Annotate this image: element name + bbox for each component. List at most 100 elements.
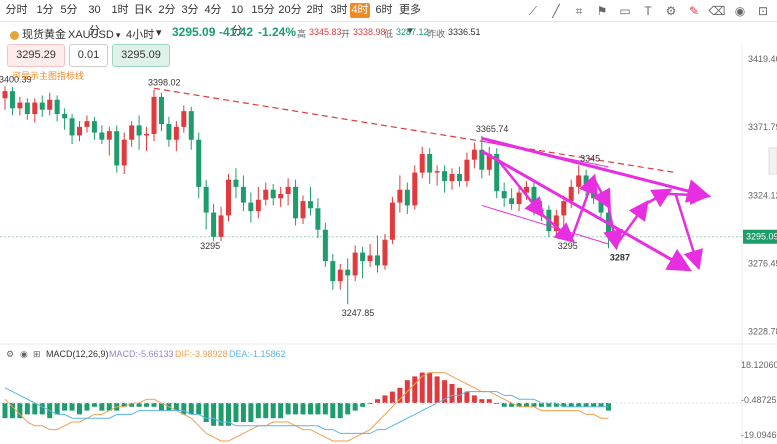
- candle-body[interactable]: [360, 252, 366, 262]
- channel-line[interactable]: [481, 204, 609, 245]
- trend-line-icon[interactable]: ⟋: [528, 3, 538, 18]
- candle-body[interactable]: [62, 114, 68, 119]
- forecast-line[interactable]: [481, 149, 692, 272]
- candle-body[interactable]: [285, 186, 291, 194]
- forecast-arrow[interactable]: [570, 173, 598, 241]
- candle-body[interactable]: [479, 149, 485, 170]
- candle-body[interactable]: [591, 186, 597, 199]
- candle-body[interactable]: [404, 189, 410, 206]
- candle-body[interactable]: [382, 239, 388, 266]
- candle-body[interactable]: [449, 174, 455, 182]
- bid-price-button[interactable]: 3295.29: [7, 44, 65, 67]
- eye-icon[interactable]: ◉: [734, 4, 746, 18]
- delete-icon[interactable]: ⌫: [708, 4, 726, 18]
- candle-body[interactable]: [196, 139, 202, 187]
- candle-body[interactable]: [240, 186, 246, 203]
- expand-icon[interactable]: ⊞: [33, 349, 41, 359]
- candle-body[interactable]: [524, 186, 530, 193]
- candle-body[interactable]: [293, 186, 299, 219]
- candle-body[interactable]: [576, 175, 582, 187]
- candle-body[interactable]: [166, 124, 172, 140]
- candle-body[interactable]: [47, 99, 53, 110]
- candle-body[interactable]: [121, 139, 127, 166]
- measure-icon[interactable]: ⌗: [575, 3, 583, 18]
- resistance-trend-line[interactable]: [153, 87, 676, 174]
- camera-icon[interactable]: ⊡: [757, 4, 769, 18]
- candle-body[interactable]: [442, 171, 448, 182]
- timeframe-12[interactable]: 2时: [306, 4, 324, 16]
- candle-body[interactable]: [173, 126, 179, 140]
- candle-body[interactable]: [2, 91, 8, 99]
- candle-body[interactable]: [315, 208, 321, 230]
- timeframe-8[interactable]: 4分: [204, 4, 222, 16]
- ask-price-button[interactable]: 3295.09: [112, 44, 170, 67]
- candle-body[interactable]: [278, 194, 284, 199]
- candle-body[interactable]: [434, 171, 440, 173]
- candle-body[interactable]: [270, 189, 276, 199]
- candle-body[interactable]: [568, 186, 574, 202]
- candle-body[interactable]: [494, 154, 500, 192]
- forecast-line[interactable]: [481, 136, 712, 203]
- candle-body[interactable]: [263, 189, 269, 200]
- forecast-arrow[interactable]: [603, 205, 624, 251]
- timeframe-0[interactable]: 分时: [5, 4, 28, 16]
- eye-icon[interactable]: ◉: [20, 349, 28, 359]
- candle-body[interactable]: [598, 198, 604, 213]
- candle-body[interactable]: [337, 269, 343, 282]
- candle-body[interactable]: [144, 134, 150, 136]
- forecast-arrow[interactable]: [668, 184, 711, 205]
- timeframe-4[interactable]: 1时: [111, 4, 129, 16]
- candle-body[interactable]: [471, 149, 477, 160]
- candle-body[interactable]: [233, 179, 239, 187]
- candle-body[interactable]: [69, 118, 75, 136]
- forecast-arrow[interactable]: [495, 157, 545, 218]
- timeframe-3[interactable]: 30分: [88, 4, 101, 37]
- candle-body[interactable]: [24, 102, 30, 114]
- settings-icon[interactable]: ⚙: [665, 4, 677, 18]
- candle-body[interactable]: [114, 131, 120, 166]
- candle-body[interactable]: [84, 121, 90, 127]
- candle-body[interactable]: [367, 255, 373, 262]
- candle-body[interactable]: [181, 111, 187, 127]
- candle-body[interactable]: [322, 229, 328, 262]
- candle-body[interactable]: [151, 96, 157, 134]
- timeframe-11[interactable]: 20分: [278, 4, 302, 16]
- timeframe-5[interactable]: 日K: [133, 4, 153, 16]
- candle-body[interactable]: [32, 102, 38, 114]
- candle-body[interactable]: [352, 252, 358, 276]
- candle-body[interactable]: [456, 174, 462, 182]
- candle-body[interactable]: [226, 179, 232, 216]
- timeframe-9[interactable]: 10分: [230, 4, 244, 37]
- candle-body[interactable]: [516, 192, 522, 204]
- side-panel-toggle[interactable]: [768, 147, 777, 175]
- candle-body[interactable]: [427, 154, 433, 173]
- settings-icon[interactable]: ⚙: [6, 349, 14, 359]
- candle-body[interactable]: [17, 102, 23, 109]
- candle-body[interactable]: [501, 191, 507, 199]
- candle-body[interactable]: [255, 199, 261, 212]
- candle-body[interactable]: [464, 159, 470, 182]
- candle-body[interactable]: [419, 154, 425, 173]
- timeframe-10[interactable]: 15分: [251, 4, 275, 16]
- timeframe-14[interactable]: 4时: [350, 3, 370, 18]
- candle-body[interactable]: [91, 121, 97, 133]
- candle-body[interactable]: [389, 202, 395, 240]
- forecast-arrow[interactable]: [645, 188, 673, 208]
- candle-body[interactable]: [248, 202, 254, 212]
- timeframe-7[interactable]: 3分: [181, 4, 199, 16]
- timeframe-2[interactable]: 5分: [60, 4, 78, 16]
- timeframe-16[interactable]: 更多 ▾: [399, 4, 421, 37]
- ray-icon[interactable]: ╱: [552, 4, 560, 18]
- candle-body[interactable]: [218, 215, 224, 237]
- candle-body[interactable]: [158, 96, 164, 124]
- chevron-down-icon[interactable]: ▾: [156, 27, 162, 39]
- candle-body[interactable]: [99, 132, 105, 140]
- candle-body[interactable]: [39, 102, 45, 110]
- timeframe-15[interactable]: 6时: [375, 4, 393, 16]
- forecast-arrow[interactable]: [592, 177, 611, 210]
- ruler-icon[interactable]: ▭: [619, 4, 631, 18]
- candle-body[interactable]: [211, 212, 217, 237]
- symbol-name-group[interactable]: 现货黄金 XAUUSD ▾: [10, 26, 120, 42]
- candle-body[interactable]: [345, 269, 351, 276]
